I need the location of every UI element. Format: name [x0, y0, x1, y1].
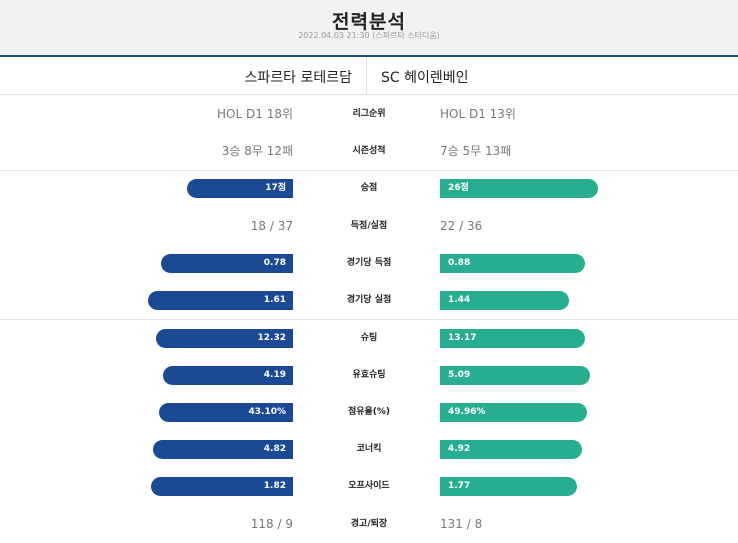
- home-stat-bar: 0.78: [161, 254, 293, 273]
- home-stat-value: 17점: [265, 183, 286, 193]
- home-stat-value: 18 / 37: [250, 219, 293, 233]
- stat-row: 점유율(%) 43.10% 49.96%: [0, 394, 738, 431]
- away-stat-value: 0.88: [448, 258, 471, 268]
- home-stat-bar: 43.10%: [159, 403, 293, 422]
- home-stat-value: 1.61: [263, 295, 286, 305]
- home-stat-value: 0.78: [263, 258, 286, 268]
- away-stat-bar: 49.96%: [440, 403, 587, 422]
- home-stat-bar: 17점: [187, 179, 293, 198]
- stat-row: 경고/퇴장 118 / 9 131 / 8: [0, 506, 738, 543]
- home-stat-bar: 12.32: [156, 329, 293, 348]
- home-stat-bar: 1.61: [148, 291, 293, 310]
- home-stat-bar: 4.82: [153, 440, 293, 459]
- stat-row: 코너킥 4.82 4.92: [0, 431, 738, 468]
- home-stat-value: 12.32: [257, 333, 286, 343]
- home-stat-value: HOL D1 18위: [217, 107, 293, 121]
- stat-label: 점유율(%): [347, 407, 391, 417]
- stat-label: 승점: [360, 183, 378, 193]
- away-stat-bar: 26점: [440, 179, 598, 198]
- home-stat-bar: 4.19: [163, 366, 293, 385]
- away-stat-value: 1.44: [448, 295, 471, 305]
- home-stat-value: 118 / 9: [250, 517, 293, 531]
- stat-label: 리그순위: [352, 109, 386, 119]
- away-stat-value: 4.92: [448, 444, 471, 454]
- stat-row: 경기당 득점 0.78 0.88: [0, 245, 738, 282]
- page-title: 전력분석: [332, 11, 406, 33]
- stat-row: 승점 17점 26점: [0, 170, 738, 207]
- stat-label: 슈팅: [360, 333, 378, 343]
- stat-label: 오프사이드: [348, 481, 390, 491]
- home-stat-value: 43.10%: [248, 407, 287, 417]
- away-stat-value: 22 / 36: [440, 219, 483, 233]
- home-stat-bar: 1.82: [151, 477, 293, 496]
- away-stat-bar: 4.92: [440, 440, 582, 459]
- team-names-row: 스파르타 로테르담 SC 헤이렌베인: [0, 57, 738, 95]
- away-stat-value: 1.77: [448, 481, 471, 491]
- stat-label: 경고/퇴장: [350, 519, 388, 529]
- stat-row: 유효슈팅 4.19 5.09: [0, 357, 738, 394]
- stat-label: 유효슈팅: [352, 370, 386, 380]
- stat-label: 득점/실점: [350, 221, 388, 231]
- away-stat-bar: 0.88: [440, 254, 585, 273]
- away-stat-value: 5.09: [448, 370, 471, 380]
- stat-row: 경기당 실점 1.61 1.44: [0, 282, 738, 319]
- home-team-name: 스파르타 로테르담: [244, 70, 353, 86]
- away-stat-value: 7승 5무 13패: [440, 144, 512, 158]
- stat-row: 시즌성적 3승 8무 12패 7승 5무 13패: [0, 133, 738, 170]
- home-stat-value: 4.19: [263, 370, 286, 380]
- away-stat-value: 13.17: [448, 333, 477, 343]
- home-stat-value: 4.82: [263, 444, 286, 454]
- away-stat-value: 49.96%: [448, 407, 486, 417]
- page-header: 전력분석 2022.04.03 21:30 (스파르타 스타디움): [0, 0, 738, 57]
- stat-row: 리그순위 HOL D1 18위 HOL D1 13위: [0, 96, 738, 133]
- match-datetime-venue: 2022.04.03 21:30 (스파르타 스타디움): [298, 31, 440, 40]
- stat-label: 코너킥: [356, 444, 382, 454]
- stat-label: 경기당 실점: [346, 295, 392, 305]
- stat-row: 슈팅 12.32 13.17: [0, 320, 738, 357]
- away-stat-bar: 1.44: [440, 291, 569, 310]
- team-divider: [366, 57, 367, 95]
- away-stat-bar: 1.77: [440, 477, 577, 496]
- away-team-name: SC 헤이렌베인: [381, 70, 469, 86]
- stat-row: 오프사이드 1.82 1.77: [0, 468, 738, 505]
- away-stat-value: 26점: [448, 183, 469, 193]
- stat-label: 시즌성적: [352, 146, 386, 156]
- stat-label: 경기당 득점: [346, 258, 392, 268]
- section-divider: [0, 170, 738, 171]
- away-stat-value: HOL D1 13위: [440, 107, 516, 121]
- away-stat-value: 131 / 8: [440, 517, 483, 531]
- home-stat-value: 3승 8무 12패: [221, 144, 293, 158]
- away-stat-bar: 5.09: [440, 366, 590, 385]
- stat-row: 득점/실점 18 / 37 22 / 36: [0, 208, 738, 245]
- away-stat-bar: 13.17: [440, 329, 585, 348]
- section-divider: [0, 319, 738, 320]
- home-stat-value: 1.82: [263, 481, 286, 491]
